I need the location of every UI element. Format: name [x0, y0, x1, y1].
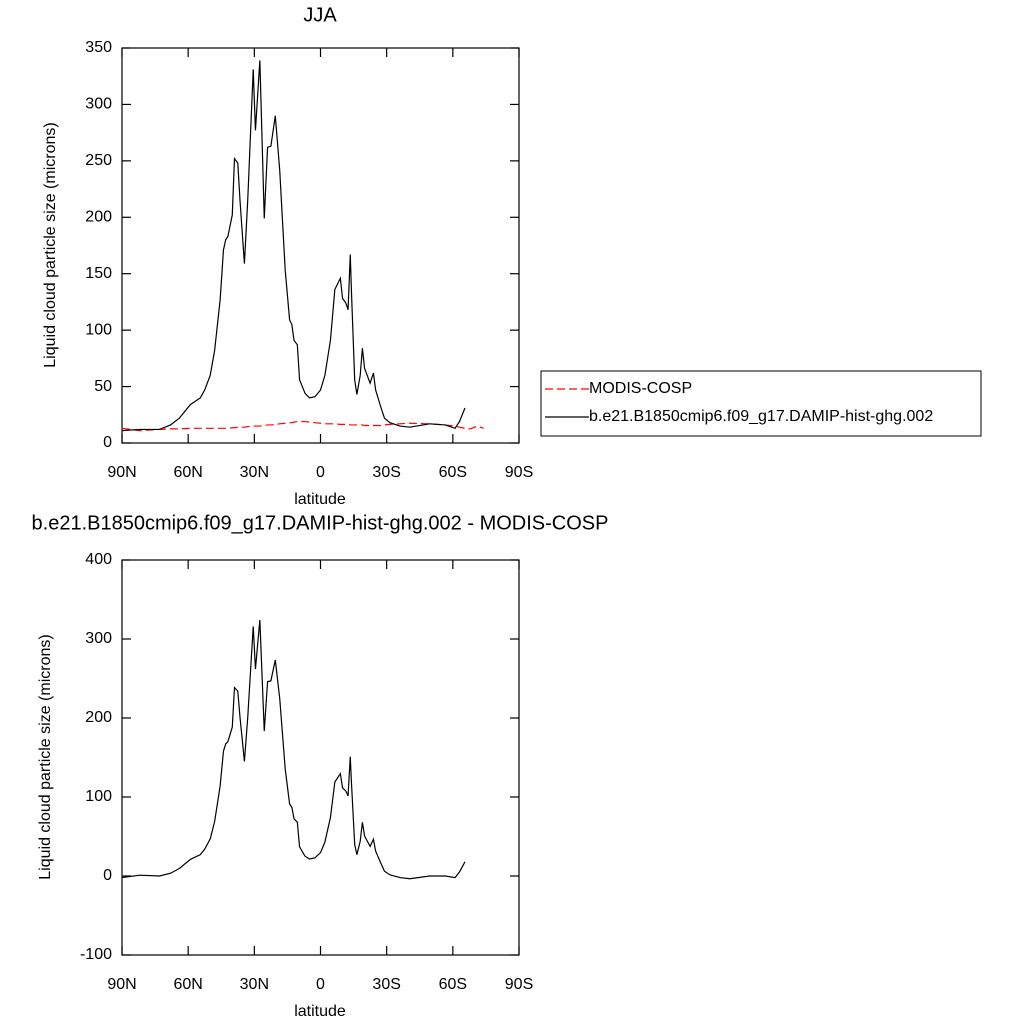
y-tick-label: 0	[103, 434, 112, 451]
y-tick-label: 200	[85, 709, 112, 726]
y-axis-label: Liquid cloud particle size (microns)	[37, 634, 54, 879]
x-tick-label: 30S	[372, 976, 400, 993]
y-tick-label: 150	[85, 265, 112, 282]
x-tick-label: 60S	[439, 976, 467, 993]
x-tick-label: 30N	[240, 976, 269, 993]
y-tick-label: 350	[85, 39, 112, 56]
y-tick-label: -100	[80, 946, 112, 963]
x-tick-label: 60N	[173, 976, 202, 993]
legend-label: MODIS-COSP	[589, 380, 692, 397]
x-tick-label: 90S	[505, 976, 533, 993]
x-tick-label: 60S	[439, 464, 467, 481]
data-line	[121, 420, 484, 432]
y-tick-label: 200	[85, 209, 112, 226]
legend-box	[540, 370, 982, 437]
y-tick-label: 250	[85, 152, 112, 169]
y-tick-label: 0	[103, 867, 112, 884]
x-tick-label: 0	[316, 464, 325, 481]
x-tick-label: 90N	[107, 464, 136, 481]
x-tick-label: 60N	[173, 464, 202, 481]
y-tick-label: 50	[94, 378, 112, 395]
legend-label: b.e21.B1850cmip6.f09_g17.DAMIP-hist-ghg.…	[589, 408, 933, 425]
x-tick-label: 90N	[107, 976, 136, 993]
x-tick-label: 30N	[240, 464, 269, 481]
plot-frame	[121, 47, 520, 444]
data-line	[121, 60, 466, 432]
y-tick-label: 400	[85, 551, 112, 568]
chart-title: b.e21.B1850cmip6.f09_g17.DAMIP-hist-ghg.…	[32, 512, 609, 534]
x-tick-label: 0	[316, 976, 325, 993]
y-tick-label: 100	[85, 788, 112, 805]
chart-title: JJA	[303, 4, 337, 26]
x-tick-label: 90S	[505, 464, 533, 481]
plot-frame	[121, 559, 520, 956]
y-tick-label: 100	[85, 321, 112, 338]
x-tick-label: 30S	[372, 464, 400, 481]
data-line	[121, 619, 466, 880]
y-tick-label: 300	[85, 630, 112, 647]
x-axis-label: latitude	[294, 1003, 346, 1020]
y-tick-label: 300	[85, 96, 112, 113]
y-axis-label: Liquid cloud particle size (microns)	[42, 122, 59, 367]
x-axis-label: latitude	[294, 491, 346, 508]
